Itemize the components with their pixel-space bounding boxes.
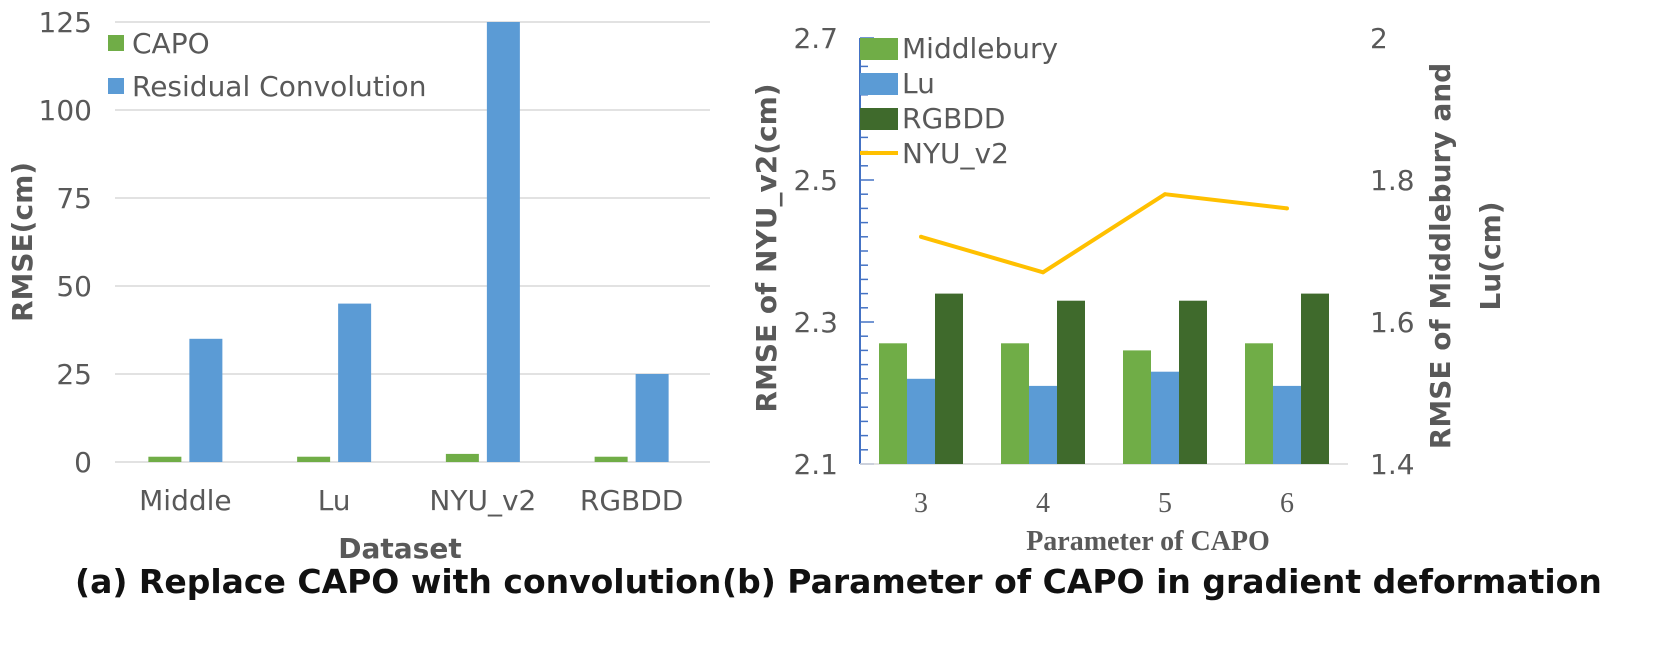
b-point-nyu-6 [1285,206,1289,211]
a-y-ticks: 0 25 50 75 100 125 [39,6,92,479]
b-legend: Middlebury Lu RGBDD NYU_v2 [860,32,1058,170]
b-legend-label-middlebury: Middlebury [902,32,1058,65]
caption-b: (b) Parameter of CAPO in gradient deform… [722,562,1602,601]
b-bar-rgbdd-5 [1179,300,1207,464]
b-point-nyu-4 [1041,270,1045,275]
chart-a: 0 25 50 75 100 125 Middle Lu NYU_v2 RGBDD RMSE(c… [6,6,710,560]
b-bar-rgbdd-4 [1057,300,1085,464]
b-legend-swatch-lu [860,73,898,95]
a-ytick-label: 75 [56,182,92,215]
b-y2tick-label: 2 [1370,22,1388,55]
b-x-ticks: 3 4 5 6 [914,488,1294,519]
a-legend: CAPO Residual Convolution [108,27,426,103]
a-legend-swatch-residual [108,78,124,94]
a-ytick-label: 50 [56,270,92,303]
a-bar-capo-lu [297,456,331,462]
a-xtick-label: RGBDD [580,484,683,517]
a-bar-residual-convolution-lu [338,303,372,462]
b-bar-middlebury-3 [879,343,907,464]
b-xtick-label: 4 [1036,488,1050,519]
b-bar-middlebury-6 [1245,343,1273,464]
b-bar-middlebury-4 [1001,343,1029,464]
b-ytick-label: 2.5 [793,164,838,197]
b-bar-rgbdd-6 [1301,293,1329,464]
b-bar-middlebury-5 [1123,350,1151,464]
b-legend-label-lu: Lu [902,67,935,100]
b-y2tick-label: 1.4 [1370,448,1415,481]
b-y2label-line2: Lu(cm) [1474,201,1507,310]
caption-a: (a) Replace CAPO with convolution [75,562,722,601]
a-ytick-label: 125 [39,6,92,39]
a-legend-label-capo: CAPO [132,27,210,60]
b-ytick-label: 2.3 [793,306,838,339]
b-bars [879,293,1329,464]
b-ylabel: RMSE of NYU_v2(cm) [750,83,783,412]
b-ytick-label: 2.1 [793,448,838,481]
b-xtick-label: 3 [914,488,928,519]
a-ylabel: RMSE(cm) [6,162,39,322]
a-x-ticks: Middle Lu NYU_v2 RGBDD [139,484,683,517]
b-bar-lu-3 [907,378,935,464]
b-line-nyu [920,192,1288,275]
b-y2label-line1: RMSE of Middlebury and [1424,63,1457,449]
a-bar-residual-convolution-rgbdd [635,374,669,462]
b-bar-lu-5 [1151,371,1179,464]
b-legend-label-rgbdd: RGBDD [902,102,1005,135]
a-ytick-label: 25 [56,358,92,391]
a-xtick-label: Lu [318,484,351,517]
a-xtick-label: Middle [139,484,232,517]
a-ytick-label: 100 [39,94,92,127]
chart-b: 2.1 2.3 2.5 2.7 1.4 1.6 1.8 2 3 4 5 6 RMSE of NYU… [750,22,1507,557]
b-nyu-line [919,192,1289,275]
b-y2-ticks: 1.4 1.6 1.8 2 [1370,22,1415,481]
b-xtick-label: 6 [1280,488,1294,519]
a-bar-capo-middle [148,456,182,462]
b-xlabel: Parameter of CAPO [1026,526,1270,557]
a-xlabel: Dataset [338,532,461,560]
a-bar-residual-convolution-nyu_v2 [486,22,520,462]
b-y2tick-label: 1.6 [1370,306,1415,339]
a-ytick-label: 0 [74,446,92,479]
b-legend-swatch-rgbdd [860,108,898,130]
a-legend-swatch-capo [108,35,124,51]
b-xtick-label: 5 [1158,488,1172,519]
a-xtick-label: NYU_v2 [429,484,536,517]
b-ytick-label: 2.7 [793,22,838,55]
b-bar-lu-4 [1029,385,1057,464]
a-bars [148,22,669,462]
b-point-nyu-5 [1163,192,1167,197]
a-bar-residual-convolution-middle [189,338,223,462]
b-point-nyu-3 [919,234,923,239]
a-legend-label-residual: Residual Convolution [132,70,426,103]
b-y-ticks: 2.1 2.3 2.5 2.7 [793,22,838,481]
b-y2tick-label: 1.8 [1370,164,1415,197]
b-bar-rgbdd-3 [935,293,963,464]
b-legend-label-nyu: NYU_v2 [902,137,1009,170]
b-bar-lu-6 [1273,385,1301,464]
a-bar-capo-nyu_v2 [445,453,479,462]
a-bar-capo-rgbdd [594,456,628,462]
b-legend-swatch-middlebury [860,38,898,60]
